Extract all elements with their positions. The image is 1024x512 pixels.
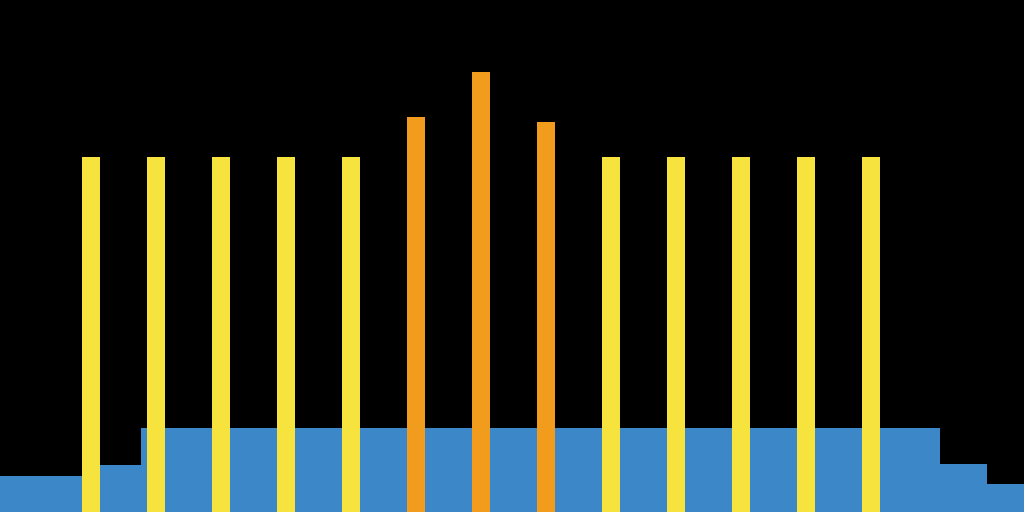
yellow-bar [147, 157, 165, 512]
blue-bar [940, 464, 987, 512]
blue-bar [423, 428, 470, 512]
blue-bar [893, 428, 940, 512]
yellow-bar [667, 157, 685, 512]
bar-chart [0, 0, 1024, 512]
yellow-bar [602, 157, 620, 512]
yellow-bar [732, 157, 750, 512]
yellow-bar [212, 157, 230, 512]
blue-bar [235, 428, 282, 512]
yellow-bar [82, 157, 100, 512]
yellow-bar [797, 157, 815, 512]
blue-bar [987, 484, 1024, 512]
orange-bar [537, 122, 555, 512]
yellow-bar [862, 157, 880, 512]
blue-bar [94, 465, 141, 512]
yellow-bar [277, 157, 295, 512]
orange-bar [407, 117, 425, 512]
blue-bar [0, 476, 47, 512]
yellow-bar [342, 157, 360, 512]
blue-bar [752, 428, 799, 512]
orange-bar [472, 72, 490, 512]
